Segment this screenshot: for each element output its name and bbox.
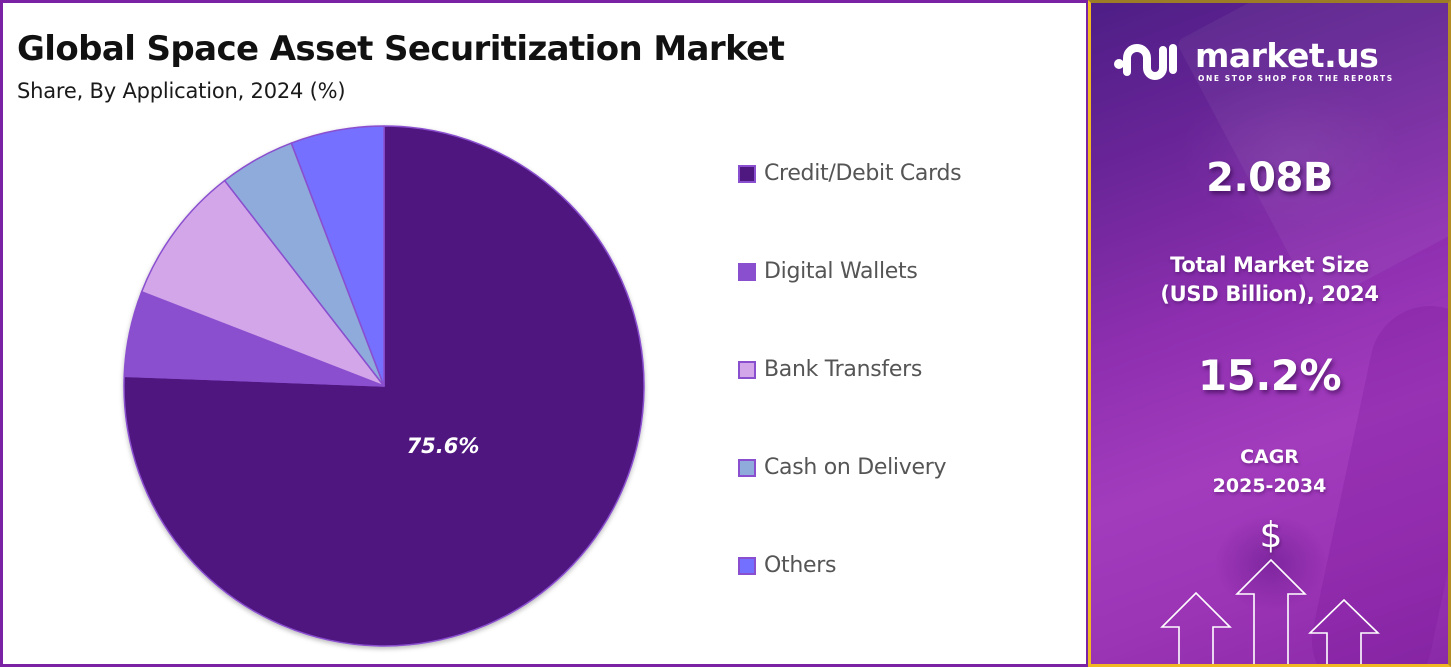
legend-label: Digital Wallets <box>764 259 918 284</box>
cagr-label-line1: CAGR <box>1240 446 1299 468</box>
stats-sidebar: market.us ONE STOP SHOP FOR THE REPORTS … <box>1088 0 1451 667</box>
legend-swatch <box>738 458 756 477</box>
pie-slice-bank-transfers[interactable] <box>140 179 385 387</box>
dollar-icon: $ <box>1259 515 1283 556</box>
legend-item-bank-transfers[interactable]: Bank Transfers <box>738 357 922 382</box>
market-size-label-line1: Total Market Size <box>1170 253 1369 277</box>
chart-panel: Global Space Asset Securitization Market… <box>0 0 1088 667</box>
growth-arrows-icon <box>1160 558 1380 664</box>
pie-slice-others[interactable] <box>290 125 385 387</box>
logo-tagline: ONE STOP SHOP FOR THE REPORTS <box>1198 74 1394 83</box>
pie-slice-credit-debit-cards[interactable] <box>123 125 645 647</box>
legend-item-digital-wallets[interactable]: Digital Wallets <box>738 259 918 284</box>
market-us-logo-icon <box>1114 44 1177 80</box>
legend-label: Others <box>764 553 837 578</box>
legend-swatch <box>738 556 756 575</box>
chart-subtitle: Share, By Application, 2024 (%) <box>17 79 346 103</box>
pie-data-label: 75.6% <box>407 434 480 458</box>
logo-name: market.us <box>1195 36 1379 75</box>
market-size-label-line2: (USD Billion), 2024 <box>1160 282 1379 306</box>
legend-label: Cash on Delivery <box>764 455 947 480</box>
market-size-label: Total Market Size (USD Billion), 2024 <box>1091 251 1448 309</box>
pie-slices <box>123 125 645 647</box>
legend-item-cash-on-delivery[interactable]: Cash on Delivery <box>738 455 946 480</box>
legend-item-credit-debit-cards[interactable]: Credit/Debit Cards <box>738 161 962 186</box>
legend-swatch <box>738 360 756 379</box>
legend-item-others[interactable]: Others <box>738 553 836 578</box>
cagr-value: 15.2% <box>1197 351 1342 400</box>
legend-swatch <box>738 262 756 281</box>
legend-label: Credit/Debit Cards <box>764 161 962 186</box>
legend-swatch <box>738 164 756 183</box>
legend-label: Bank Transfers <box>764 357 922 382</box>
cagr-label: CAGR 2025-2034 <box>1091 443 1448 501</box>
pie-chart: 75.6% <box>123 125 645 647</box>
brand-logo[interactable]: market.us ONE STOP SHOP FOR THE REPORTS <box>1113 38 1394 84</box>
chart-title: Global Space Asset Securitization Market <box>17 29 785 69</box>
cagr-label-line2: 2025-2034 <box>1212 475 1327 497</box>
market-size-value: 2.08B <box>1206 155 1333 201</box>
